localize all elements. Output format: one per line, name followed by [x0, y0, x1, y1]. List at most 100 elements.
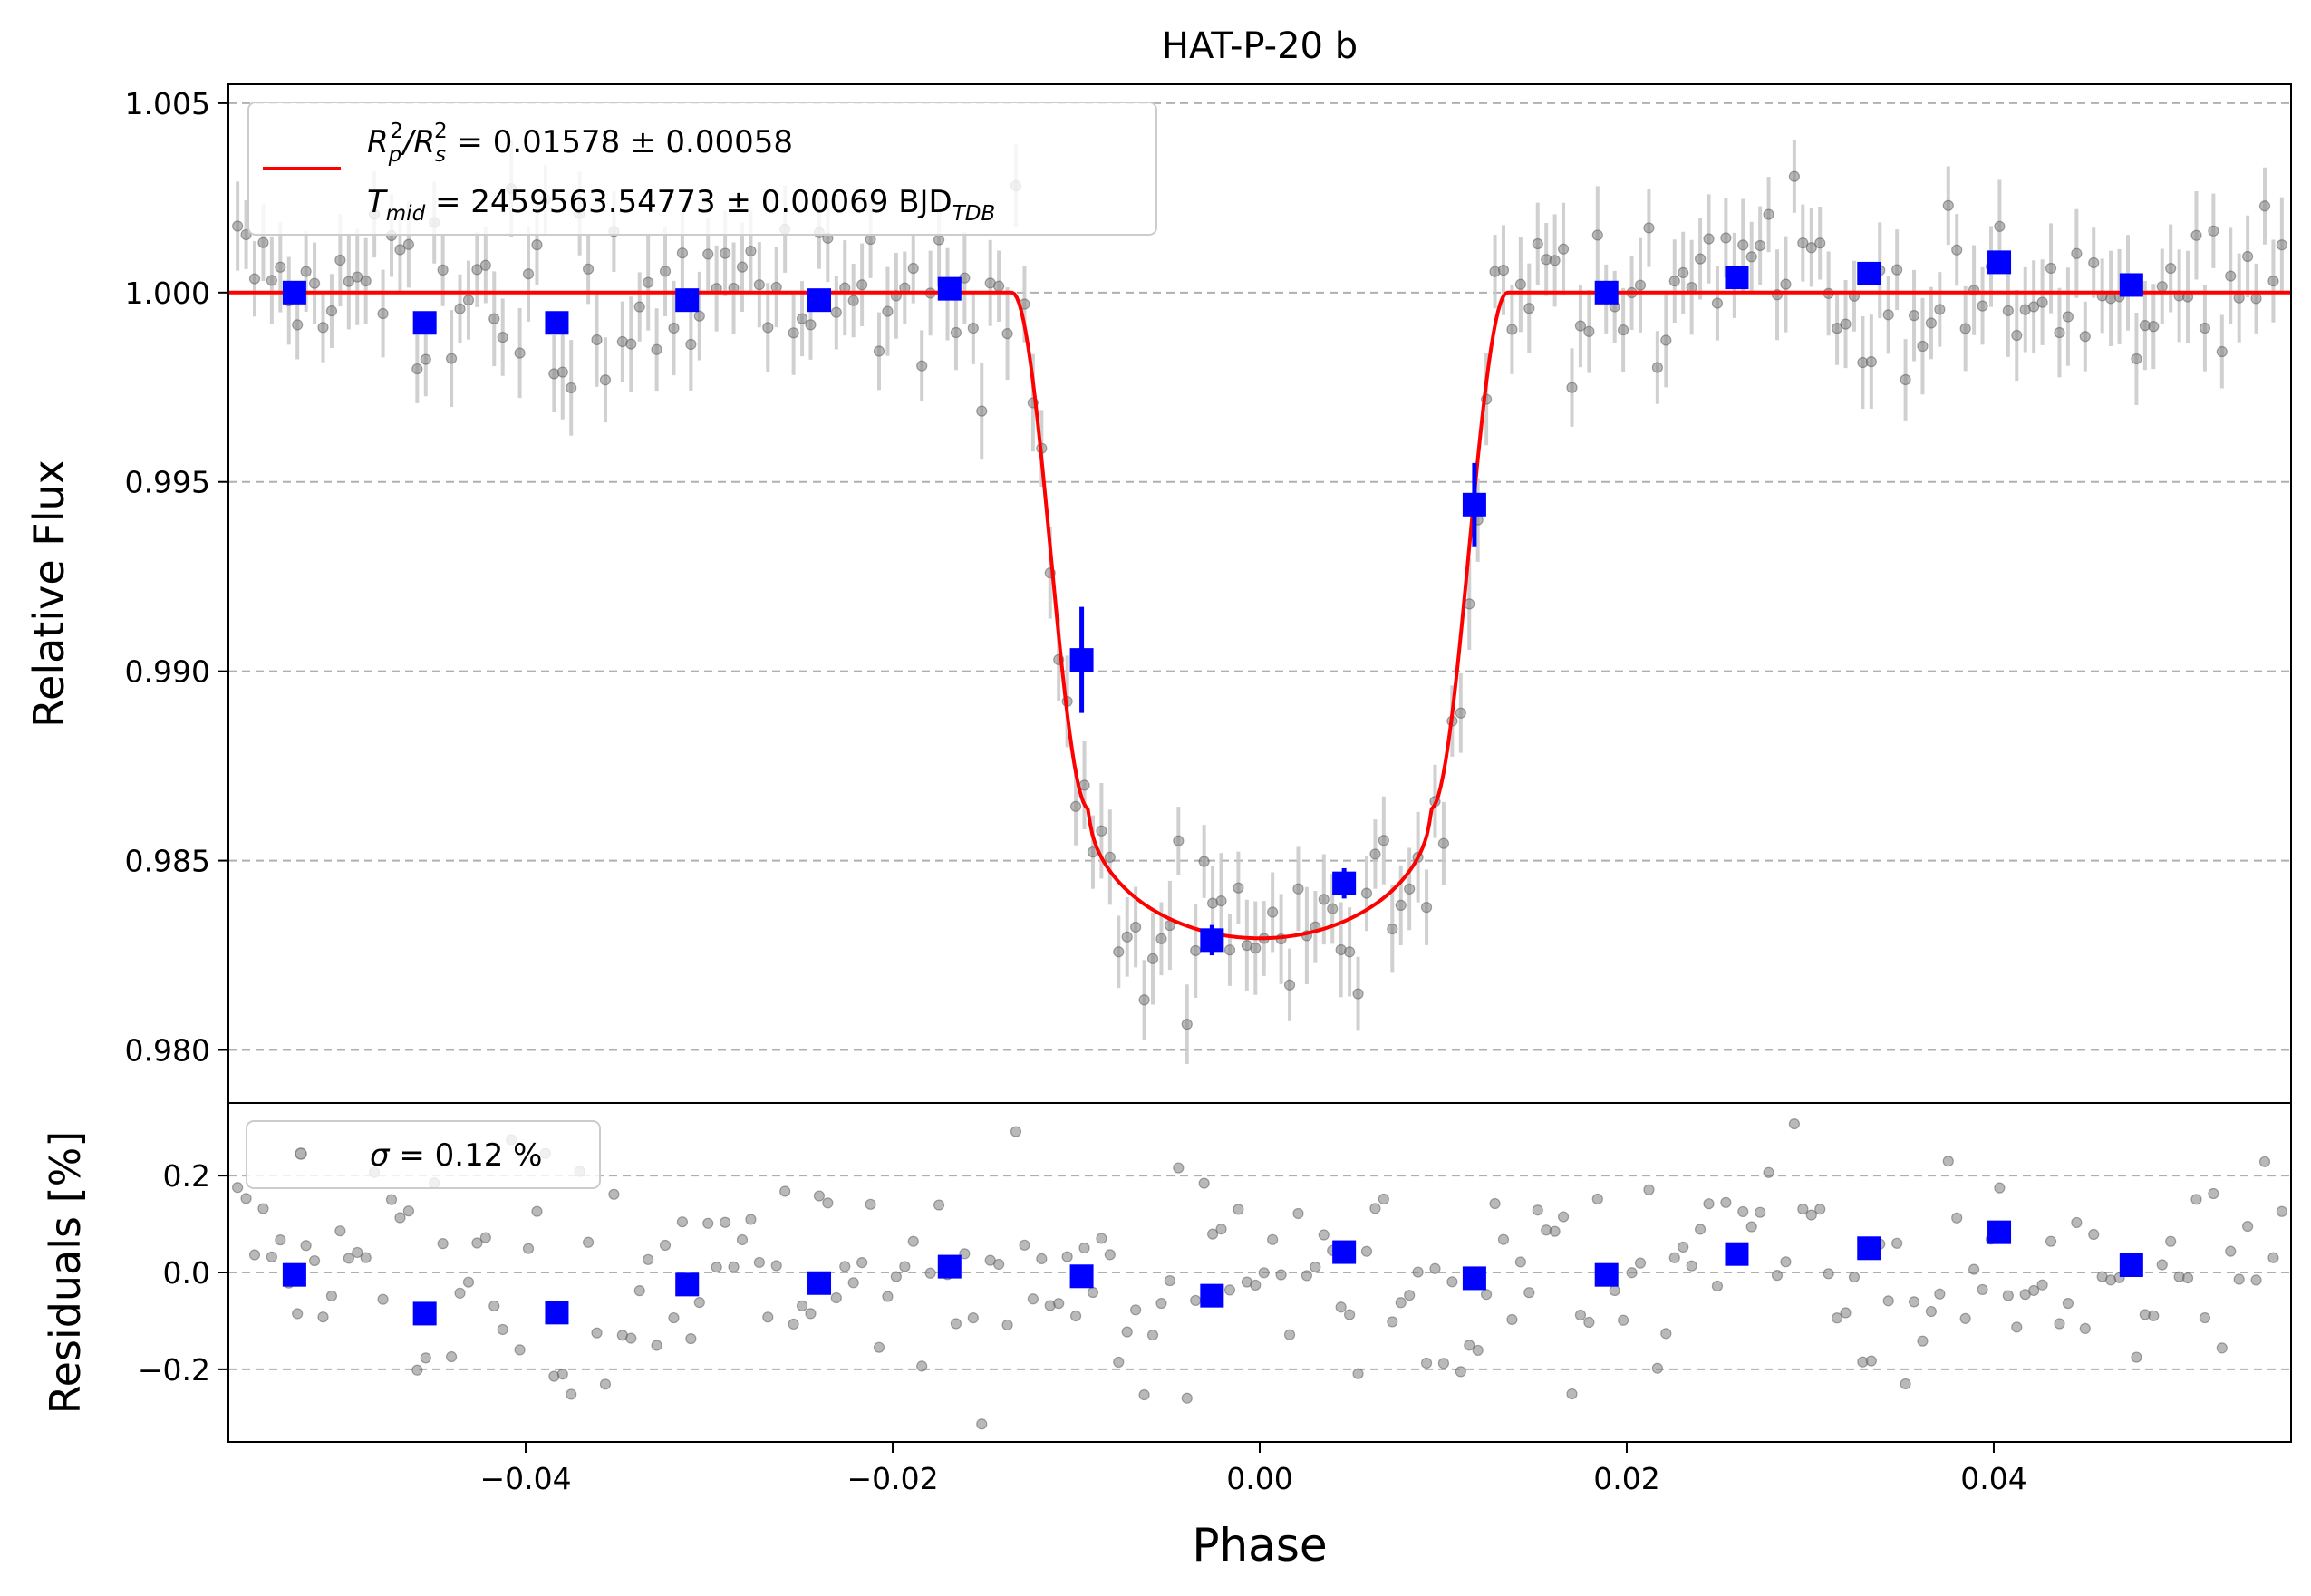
- residual-raw-point: [1840, 1307, 1852, 1319]
- raw-point: [1618, 324, 1629, 336]
- residual-raw-point: [308, 1254, 321, 1267]
- raw-point: [1121, 931, 1133, 943]
- raw-point: [1882, 309, 1894, 321]
- residual-raw-point: [2054, 1318, 2065, 1330]
- residual-raw-point: [1557, 1211, 1570, 1223]
- residual-raw-point: [1720, 1196, 1732, 1208]
- residual-raw-point: [1626, 1267, 1638, 1279]
- residual-raw-point: [1951, 1212, 1963, 1224]
- raw-point: [2199, 322, 2211, 334]
- raw-point: [2079, 331, 2091, 343]
- residual-raw-point: [1703, 1198, 1715, 1210]
- main-y-tick-label: 1.005: [125, 86, 210, 121]
- residual-raw-point: [1566, 1388, 1578, 1400]
- raw-point: [1369, 848, 1381, 860]
- raw-point: [865, 233, 876, 246]
- raw-point: [2045, 262, 2057, 275]
- raw-point: [317, 322, 329, 334]
- binned-point: [2119, 273, 2143, 297]
- raw-point: [488, 313, 500, 324]
- raw-point: [659, 266, 672, 277]
- residual-raw-point: [566, 1388, 577, 1400]
- raw-point: [1711, 297, 1724, 309]
- raw-point: [420, 353, 431, 365]
- raw-point: [2233, 292, 2245, 304]
- residual-raw-point: [1113, 1356, 1125, 1369]
- residual-raw-point: [1618, 1314, 1629, 1326]
- residual-raw-point: [1755, 1206, 1766, 1218]
- residual-raw-point: [1130, 1304, 1142, 1316]
- raw-point: [933, 234, 945, 246]
- residual-binned-point: [1200, 1283, 1224, 1308]
- raw-point: [257, 237, 269, 248]
- residual-raw-point: [1250, 1279, 1262, 1291]
- raw-point: [1523, 303, 1535, 314]
- residual-raw-point: [471, 1237, 483, 1249]
- raw-point: [1797, 237, 1809, 249]
- residual-raw-point: [976, 1418, 988, 1430]
- raw-point: [1173, 835, 1185, 846]
- raw-point: [1780, 278, 1792, 290]
- raw-point: [1378, 835, 1389, 846]
- raw-point: [462, 295, 475, 306]
- residual-raw-point: [2156, 1259, 2168, 1271]
- residual-raw-point: [643, 1253, 654, 1265]
- residual-raw-point: [813, 1190, 826, 1202]
- legend-t-symbol: T: [367, 184, 388, 220]
- residual-raw-point: [352, 1246, 363, 1259]
- residual-raw-point: [1283, 1329, 1296, 1340]
- residual-raw-point: [2208, 1187, 2219, 1200]
- residual-raw-point: [411, 1364, 423, 1376]
- raw-point: [1977, 300, 1988, 312]
- raw-point: [1788, 170, 1800, 182]
- residual-raw-point: [1823, 1268, 1834, 1280]
- residual-raw-point: [1010, 1126, 1022, 1137]
- residual-raw-point: [1882, 1295, 1894, 1307]
- raw-point: [2088, 256, 2100, 269]
- raw-point: [1549, 255, 1561, 266]
- residual-raw-point: [753, 1256, 765, 1269]
- raw-point: [882, 305, 894, 317]
- main-y-ticks: 0.980 0.985 0.990 0.995 1.000 1.005: [125, 86, 228, 1069]
- raw-point: [2002, 305, 2014, 316]
- residual-raw-point: [1138, 1388, 1150, 1401]
- residual-raw-point: [1797, 1203, 1809, 1215]
- residual-y-tick-label: −0.2: [138, 1352, 210, 1388]
- residual-raw-point: [1429, 1262, 1441, 1274]
- residual-raw-point: [1900, 1378, 1911, 1390]
- raw-point: [454, 303, 466, 314]
- raw-point: [1900, 373, 1911, 386]
- main-binned-points: [282, 250, 2143, 956]
- residual-raw-point: [445, 1350, 458, 1363]
- residual-raw-point: [2148, 1310, 2160, 1321]
- residual-raw-point: [1464, 1340, 1475, 1351]
- residual-raw-point: [1643, 1184, 1655, 1195]
- raw-point: [1156, 933, 1167, 944]
- residual-raw-point: [693, 1297, 705, 1309]
- residual-raw-point: [1412, 1266, 1424, 1278]
- residual-raw-point: [711, 1262, 722, 1273]
- raw-point: [2165, 262, 2177, 275]
- raw-point: [2267, 276, 2279, 287]
- residual-raw-point: [1481, 1289, 1493, 1301]
- residual-raw-point: [275, 1234, 286, 1246]
- residual-raw-point: [2036, 1279, 2048, 1291]
- residual-raw-point: [1634, 1257, 1647, 1269]
- raw-point: [1130, 921, 1142, 933]
- residual-raw-point: [1369, 1203, 1381, 1214]
- raw-point: [907, 262, 919, 275]
- raw-point: [693, 310, 705, 322]
- residual-raw-point: [1694, 1224, 1707, 1235]
- raw-point: [1678, 266, 1689, 278]
- residual-raw-point: [959, 1248, 971, 1260]
- residual-raw-point: [488, 1300, 500, 1312]
- residual-raw-point: [651, 1340, 662, 1351]
- residual-raw-point: [1233, 1204, 1244, 1215]
- x-tick-label: −0.04: [479, 1461, 571, 1496]
- residual-raw-point: [556, 1369, 568, 1380]
- main-legend: Rp2/Rs2 = 0.01578 ± 0.00058 Tmid = 24595…: [247, 102, 1157, 236]
- residual-raw-point: [1917, 1335, 1929, 1347]
- raw-point: [643, 276, 654, 288]
- residual-legend: σ = 0.12 %: [246, 1120, 601, 1189]
- raw-point: [1532, 237, 1543, 250]
